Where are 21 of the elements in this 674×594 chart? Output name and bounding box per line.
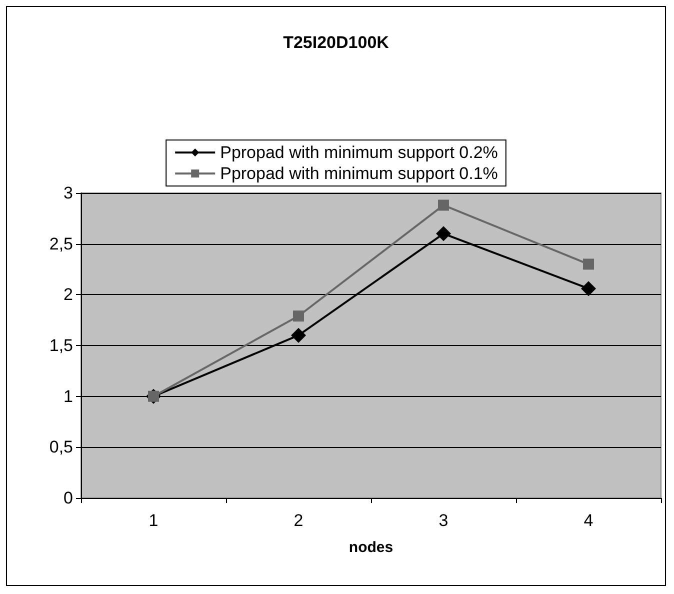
y-tick-label: 3 [64, 184, 73, 202]
x-tick-label: 1 [148, 511, 158, 530]
legend-label: Ppropad with minimum support 0.1% [220, 164, 498, 183]
x-tick-label: 4 [584, 511, 594, 530]
chart-title: T25I20D100K [283, 33, 390, 52]
point [438, 200, 449, 211]
y-tick-label: 2,5 [49, 234, 73, 254]
point [436, 226, 451, 242]
legend-label: Ppropad with minimum support 0.2% [220, 143, 498, 162]
x-tick-label: 2 [294, 511, 304, 530]
point [581, 281, 596, 296]
y-tick-label: 0 [64, 488, 73, 508]
y-tick-label: 1,5 [49, 336, 73, 355]
x-tick-label: 3 [438, 511, 448, 530]
point [583, 258, 594, 270]
point [293, 310, 304, 322]
y-tick-label: 1 [64, 386, 73, 406]
y-tick-label: 0,5 [49, 438, 73, 457]
point [291, 328, 306, 343]
x-axis-title: nodes [348, 539, 394, 556]
y-tick-label: 2 [64, 285, 73, 304]
